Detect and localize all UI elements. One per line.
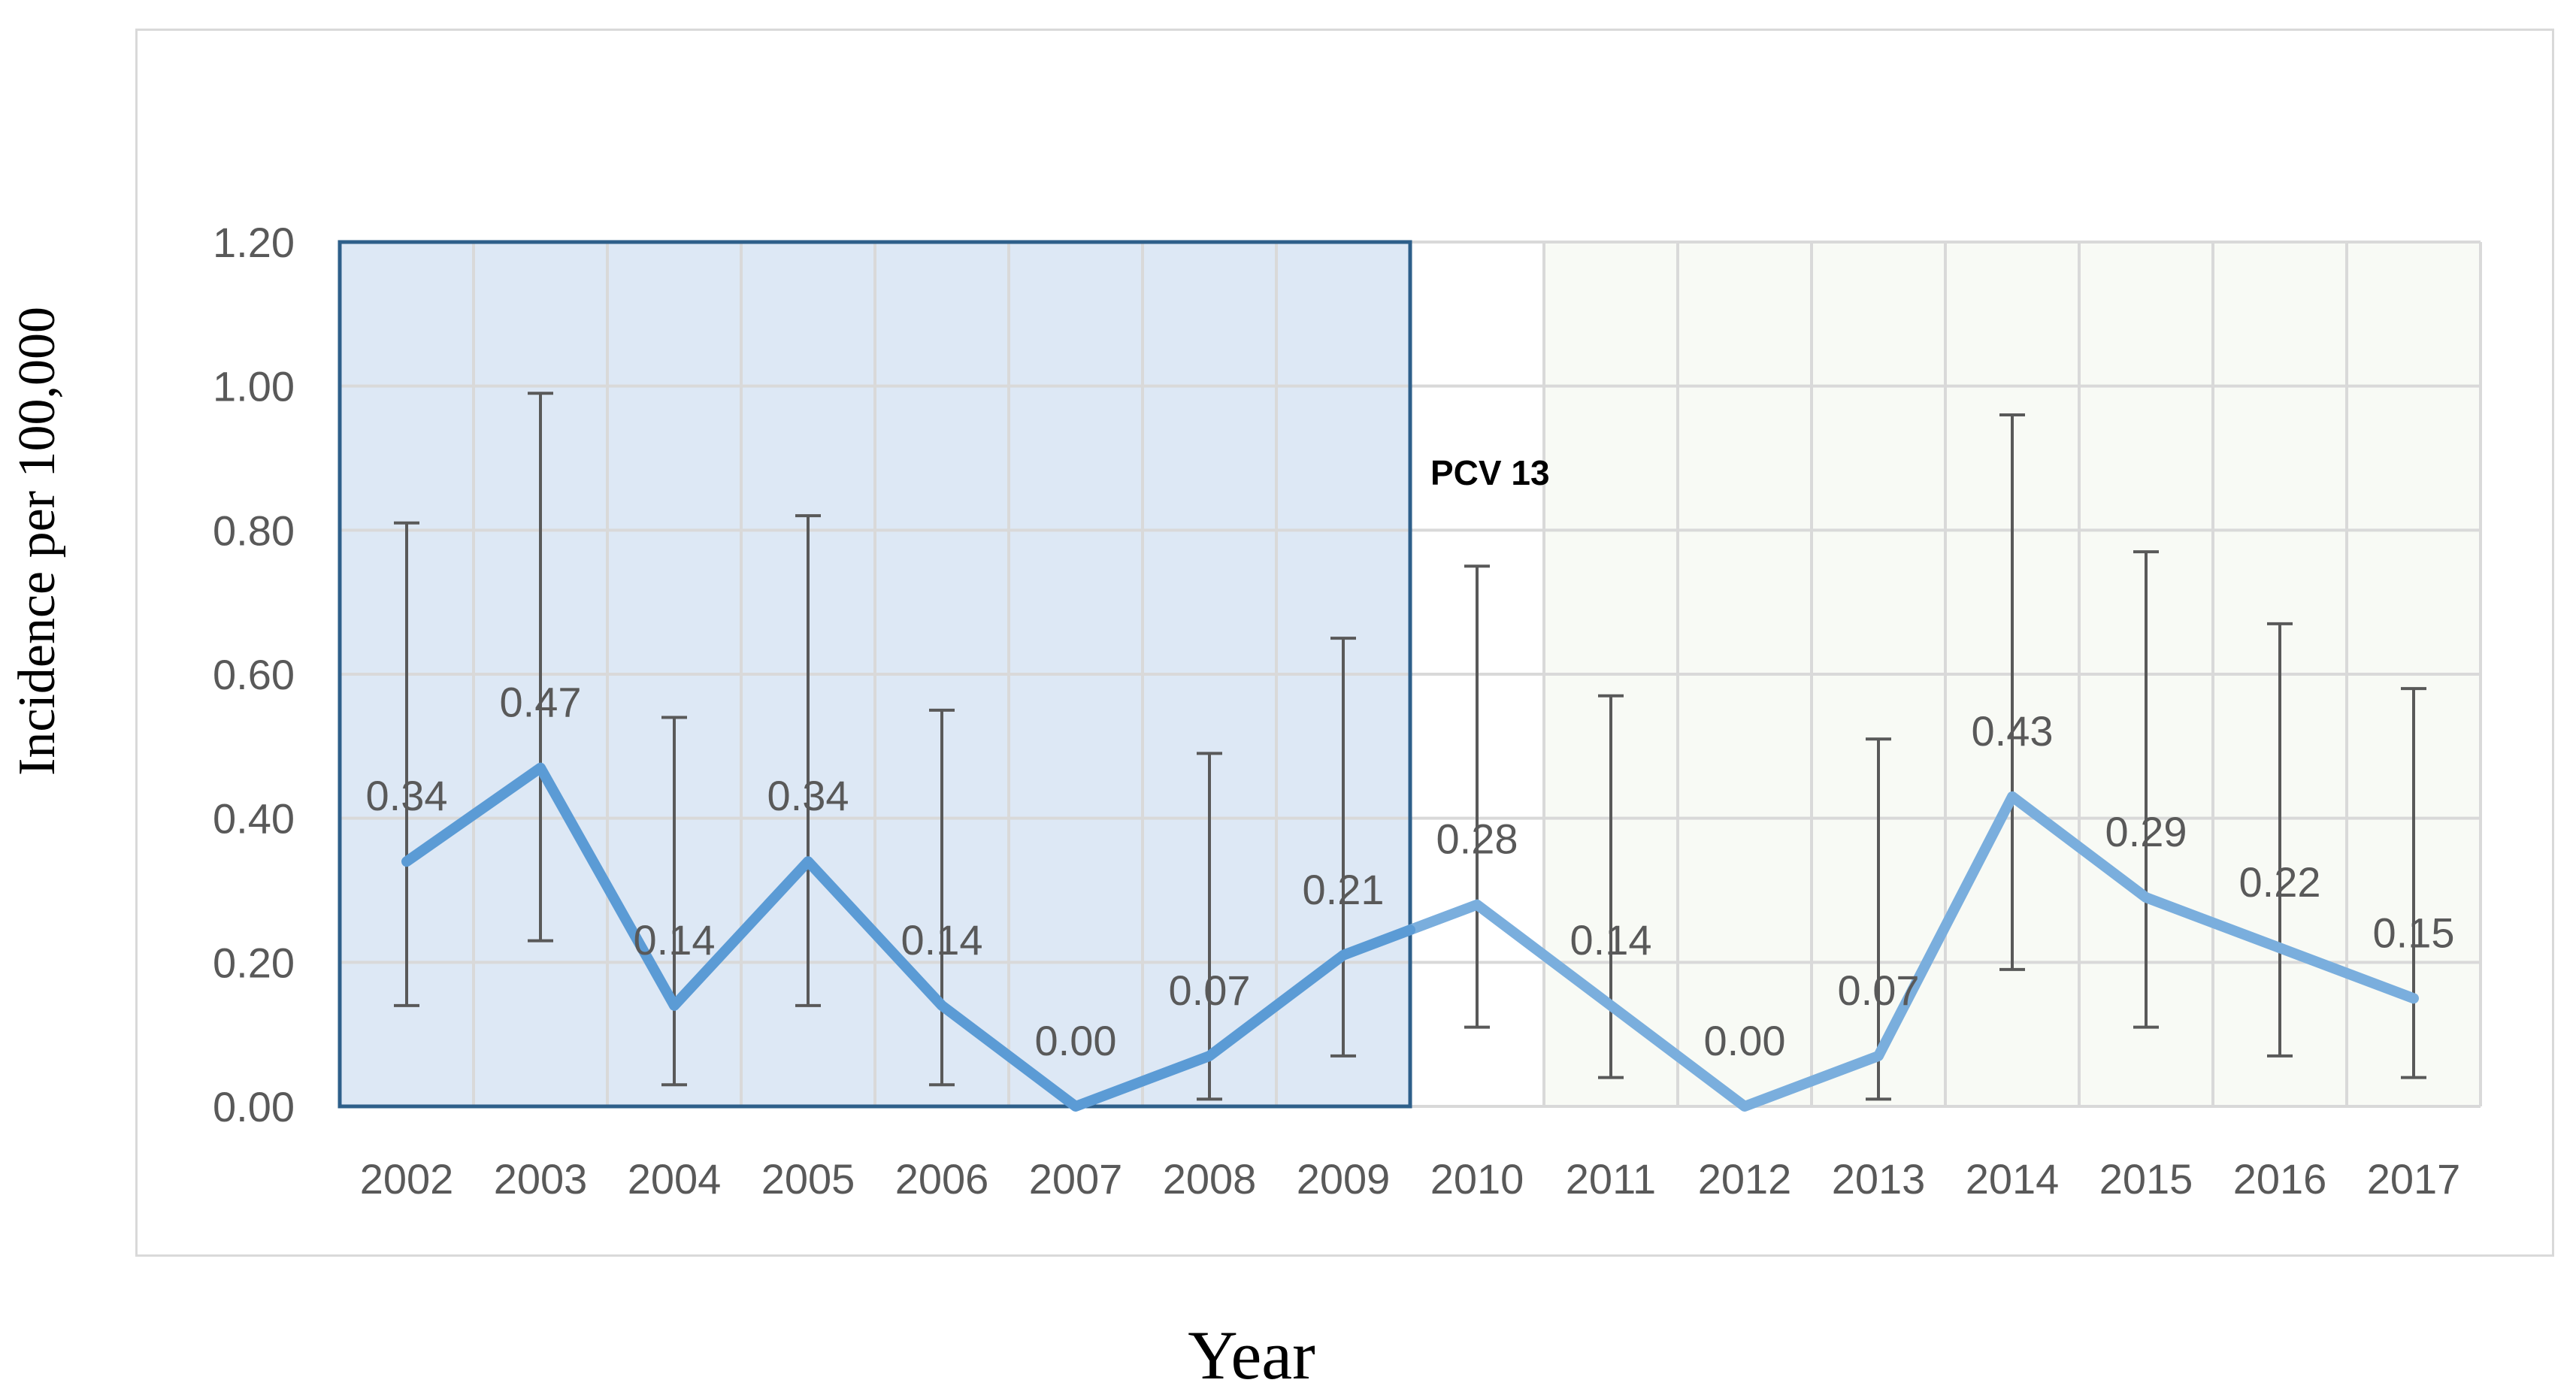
x-tick-label: 2010 (1430, 1155, 1524, 1203)
error-bar (394, 521, 419, 1007)
x-axis-title: Year (1188, 1317, 1315, 1393)
error-bar (1598, 694, 1624, 1079)
data-label: 0.14 (901, 916, 983, 964)
y-tick-label: 0.60 (213, 651, 295, 698)
x-tick-label: 2007 (1029, 1155, 1123, 1203)
x-tick-label: 2004 (628, 1155, 722, 1203)
series-line (401, 762, 2419, 1112)
error-bar (795, 514, 821, 1007)
x-tick-label: 2016 (2233, 1155, 2327, 1203)
data-label: 0.07 (1169, 967, 1251, 1014)
x-tick-label: 2012 (1698, 1155, 1792, 1203)
x-tick-label: 2005 (761, 1155, 855, 1203)
pre-pcv13-region-border (338, 240, 1412, 1109)
data-label: 0.28 (1436, 816, 1518, 863)
series-line-pre (401, 762, 1415, 1112)
error-bar (1464, 564, 1490, 1029)
x-tick-label: 2009 (1297, 1155, 1391, 1203)
error-bar (2267, 622, 2293, 1058)
x-tick-label: 2003 (494, 1155, 588, 1203)
data-label: 0.15 (2373, 909, 2455, 956)
error-bar (2133, 550, 2159, 1029)
data-label: 0.34 (767, 772, 849, 819)
x-tick-label: 2015 (2099, 1155, 2193, 1203)
x-tick-label: 2006 (895, 1155, 989, 1203)
x-tick-label: 2014 (1966, 1155, 2060, 1203)
y-tick-label: 1.20 (213, 219, 295, 266)
data-label: 0.14 (1570, 916, 1652, 964)
x-tick-label: 2013 (1832, 1155, 1926, 1203)
data-labels: 0.34 0.47 0.14 0.34 0.14 0.00 0.07 0.21 0.28 0.14… (366, 679, 2455, 1064)
error-bar (528, 392, 553, 943)
data-label: 0.22 (2239, 858, 2321, 906)
error-bar (1197, 752, 1222, 1101)
region-border (338, 240, 1412, 1109)
series-line-post (1405, 791, 2419, 1112)
x-tick-label: 2008 (1163, 1155, 1257, 1203)
x-tick-label: 2011 (1566, 1155, 1656, 1203)
error-bar (1330, 637, 1356, 1058)
y-tick-label: 0.80 (213, 507, 295, 554)
data-label: 0.00 (1704, 1017, 1786, 1064)
x-tick-label: 2017 (2367, 1155, 2461, 1203)
y-axis-title: Incidence per 100,000 (8, 307, 66, 776)
error-bar (661, 716, 687, 1087)
y-tick-label: 1.00 (213, 363, 295, 410)
pcv13-annotation: PCV 13 (1430, 453, 1550, 492)
y-tick-label: 0.40 (213, 795, 295, 843)
error-bars (394, 392, 2426, 1101)
error-bar (2401, 687, 2426, 1079)
data-label: 0.34 (366, 772, 448, 819)
error-bar (929, 708, 955, 1087)
x-tick-label: 2002 (360, 1155, 454, 1203)
y-tick-label: 0.00 (213, 1083, 295, 1130)
data-label: 0.29 (2105, 808, 2187, 855)
y-tick-label: 0.20 (213, 939, 295, 986)
data-label: 0.00 (1035, 1017, 1117, 1064)
y-tick-labels: 0.00 0.20 0.40 0.60 0.80 1.00 1.20 (213, 219, 295, 1130)
data-label: 0.43 (1972, 707, 2054, 755)
data-label: 0.47 (500, 679, 582, 726)
error-bar (1999, 413, 2025, 971)
data-label: 0.14 (634, 916, 716, 964)
data-label: 0.21 (1303, 866, 1385, 913)
error-bar (1866, 737, 1891, 1101)
data-label: 0.07 (1838, 967, 1920, 1014)
x-tick-labels: 2002 2003 2004 2005 2006 2007 2008 2009 2010 2011… (360, 1155, 2461, 1203)
